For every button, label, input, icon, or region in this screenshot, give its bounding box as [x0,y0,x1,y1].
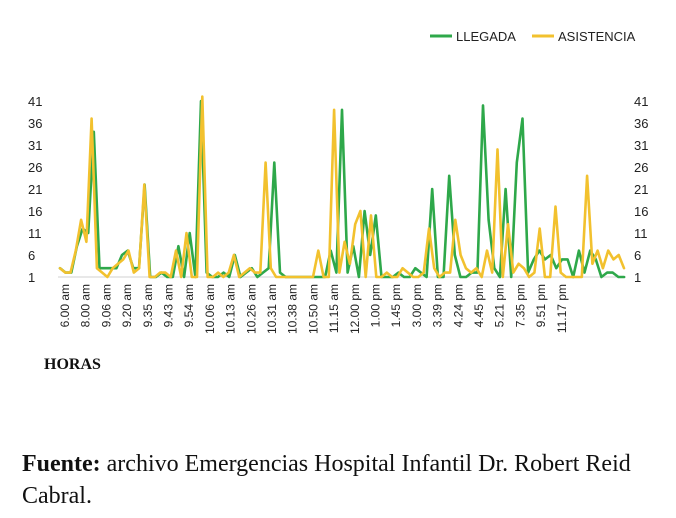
legend: LLEGADA ASISTENCIA [430,29,636,44]
y-tick-label: 36 [28,116,42,131]
y-tick-label: 6 [28,248,35,263]
y-tick-label-right: 26 [634,160,648,175]
y-tick-label: 26 [28,160,42,175]
x-tick-label: 4.45 pm [472,284,486,327]
source-label: Fuente: [22,451,101,477]
x-tick-label: 12.00 pm [348,284,362,334]
source-text: archivo Emergencias Hospital Infantil Dr… [22,451,631,509]
y-tick-label: 41 [28,94,42,109]
y-tick-label-right: 31 [634,138,648,153]
x-tick-label: 3.00 pm [410,284,424,327]
x-tick-label: 10.50 am [306,284,320,334]
y-tick-label: 16 [28,204,42,219]
x-tick-label: 1.00 pm [369,284,383,327]
x-tick-label: 6.00 am [58,284,72,327]
x-tick-label: 9.43 am [162,284,176,327]
x-tick-label: 10.06 am [203,284,217,334]
x-tick-label: 3.39 pm [431,284,445,327]
source-note: Fuente: archivo Emergencias Hospital Inf… [22,448,662,512]
y-tick-label: 31 [28,138,42,153]
x-axis-title: HORAS [44,356,101,373]
legend-label-asistencia: ASISTENCIA [558,29,636,44]
y-tick-label: 11 [28,226,42,241]
x-tick-label: 11.17 pm [555,284,569,333]
x-tick-label: 9.06 am [99,284,113,327]
x-tick-label: 7.35 pm [513,284,527,327]
x-tick-label: 4.24 pm [451,284,465,327]
plot-area [58,95,626,279]
x-tick-label: 1.45 pm [389,284,403,327]
x-axis: 6.00 am 8.00 am 9.06 am 9.20 am 9.35 am 9.43 … [58,284,569,334]
y-tick-label: 21 [28,182,42,197]
x-tick-label: 9.51 pm [534,284,548,327]
x-tick-label: 5.21 pm [493,284,507,327]
y-tick-label-right: 16 [634,204,648,219]
x-tick-label: 10.31 am [265,284,279,334]
y-tick-label-right: 6 [634,248,641,263]
x-tick-label: 8.00 am [79,284,93,327]
x-tick-label: 9.20 am [120,284,134,327]
y-tick-label-right: 21 [634,182,648,197]
x-tick-label: 11.15 am [327,284,341,333]
x-tick-label: 10.26 am [244,284,258,334]
y-tick-label-right: 41 [634,94,648,109]
x-tick-label: 9.35 am [141,284,155,327]
legend-label-llegada: LLEGADA [456,29,516,44]
y-tick-label-right: 36 [634,116,648,131]
x-tick-label: 10.13 am [224,284,238,334]
x-tick-label: 10.38 am [286,284,300,334]
series-line-asistencia [58,95,626,279]
x-tick-label: 9.54 am [182,284,196,327]
y-tick-label-right: 1 [634,270,641,285]
y-tick-label: 1 [28,270,35,285]
y-tick-label-right: 11 [634,226,648,241]
